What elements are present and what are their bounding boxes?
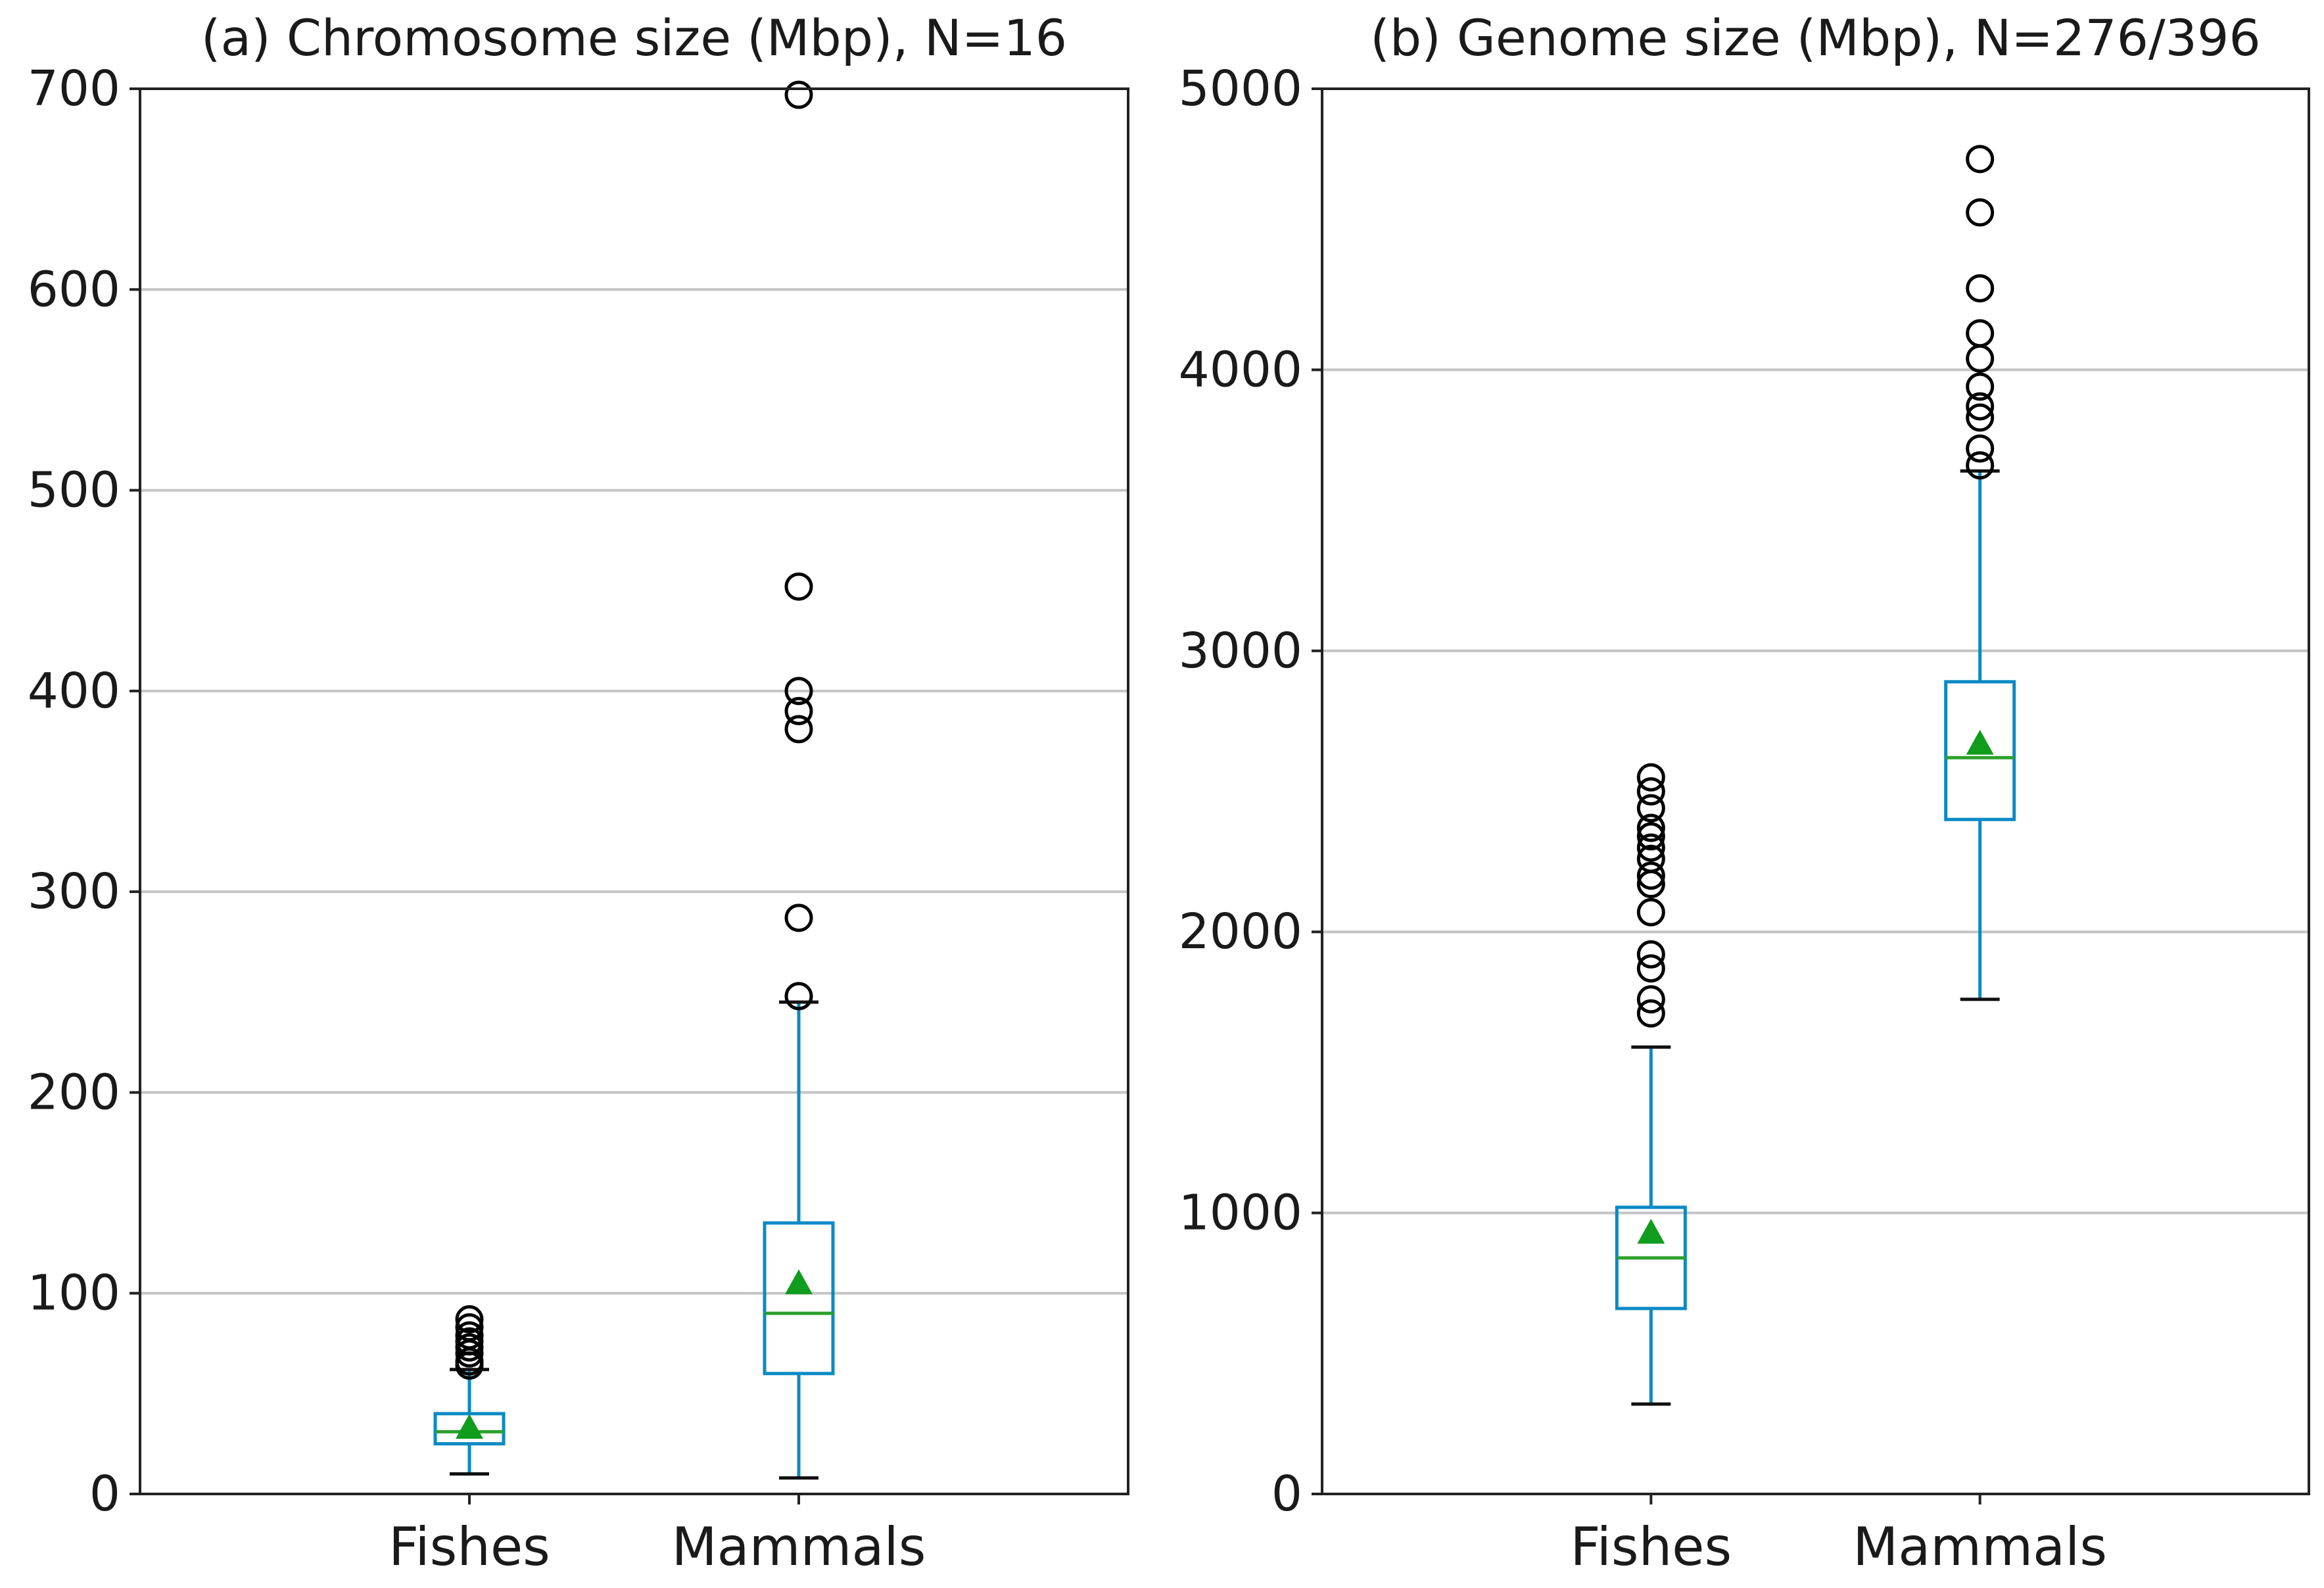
outlier-point (1636, 813, 1665, 842)
plot-frame (139, 87, 1129, 1495)
mean-marker (1637, 1218, 1665, 1244)
outlier-point (784, 696, 813, 725)
outlier-point (1966, 392, 1995, 421)
outlier-point (1636, 833, 1665, 862)
outlier-point (1636, 861, 1665, 890)
y-tick-label: 300 (28, 863, 120, 920)
chart-title: (b) Genome size (Mbp), N=276/396 (1370, 9, 2260, 67)
outlier-point (1636, 822, 1665, 851)
outlier-point (784, 80, 813, 109)
x-tick-label: Fishes (1570, 1516, 1732, 1577)
x-tick-label: Mammals (672, 1516, 926, 1577)
outlier-point (1636, 763, 1665, 792)
outlier-point (1636, 985, 1665, 1014)
mean-marker (456, 1414, 483, 1439)
outlier-point (784, 715, 813, 744)
outlier-point (784, 903, 813, 932)
y-tick-label: 4000 (1179, 341, 1302, 398)
outlier-point (1636, 844, 1665, 873)
panel-b-genome-size: (b) Genome size (Mbp), N=276/396 0 1000 200… (1179, 9, 2310, 1577)
outlier-point (1966, 198, 1995, 227)
y-tick-label: 100 (28, 1265, 120, 1322)
outlier-point (1636, 940, 1665, 969)
outlier-point (1966, 434, 1995, 463)
outlier-point (784, 982, 813, 1011)
y-tick-label: 0 (1271, 1466, 1302, 1522)
outlier-point (1636, 898, 1665, 926)
y-tick-label: 400 (28, 663, 120, 719)
y-tick-label: 700 (28, 60, 120, 117)
y-tick-label: 600 (28, 261, 120, 318)
outlier-point (1966, 451, 1995, 480)
outlier-point (784, 572, 813, 601)
y-tick-label: 500 (28, 462, 120, 519)
y-tick-label: 3000 (1179, 623, 1302, 679)
y-tick-label: 200 (28, 1064, 120, 1120)
y-tick-label: 0 (89, 1466, 120, 1522)
outlier-point (1636, 954, 1665, 983)
outlier-point (784, 677, 813, 706)
y-tick-label: 1000 (1179, 1185, 1302, 1241)
y-tick-label: 2000 (1179, 903, 1302, 960)
iqr-box (763, 1221, 835, 1376)
panel-a-chromosome-size: (a) Chromosome size (Mbp), N=16 0 100 200 30… (28, 9, 1129, 1577)
outlier-point (455, 1321, 484, 1350)
iqr-box (433, 1412, 506, 1446)
outlier-point (455, 1313, 484, 1342)
chart-title: (a) Chromosome size (Mbp), N=16 (201, 9, 1067, 67)
plot-frame (1321, 87, 2310, 1495)
y-tick-label: 5000 (1179, 60, 1302, 117)
outlier-point (1966, 274, 1995, 302)
mean-marker (785, 1269, 813, 1295)
iqr-box (1944, 680, 2016, 821)
outlier-point (1636, 999, 1665, 1028)
outlier-point (1966, 145, 1995, 174)
outlier-point (1636, 794, 1665, 823)
x-tick-label: Mammals (1853, 1516, 2107, 1577)
x-tick-label: Fishes (389, 1516, 550, 1577)
outlier-point (1966, 319, 1995, 348)
outlier-point (455, 1305, 484, 1334)
outlier-point (1966, 403, 1995, 432)
mean-marker (1966, 729, 1994, 755)
outlier-point (1636, 777, 1665, 806)
outlier-point (1966, 372, 1995, 401)
